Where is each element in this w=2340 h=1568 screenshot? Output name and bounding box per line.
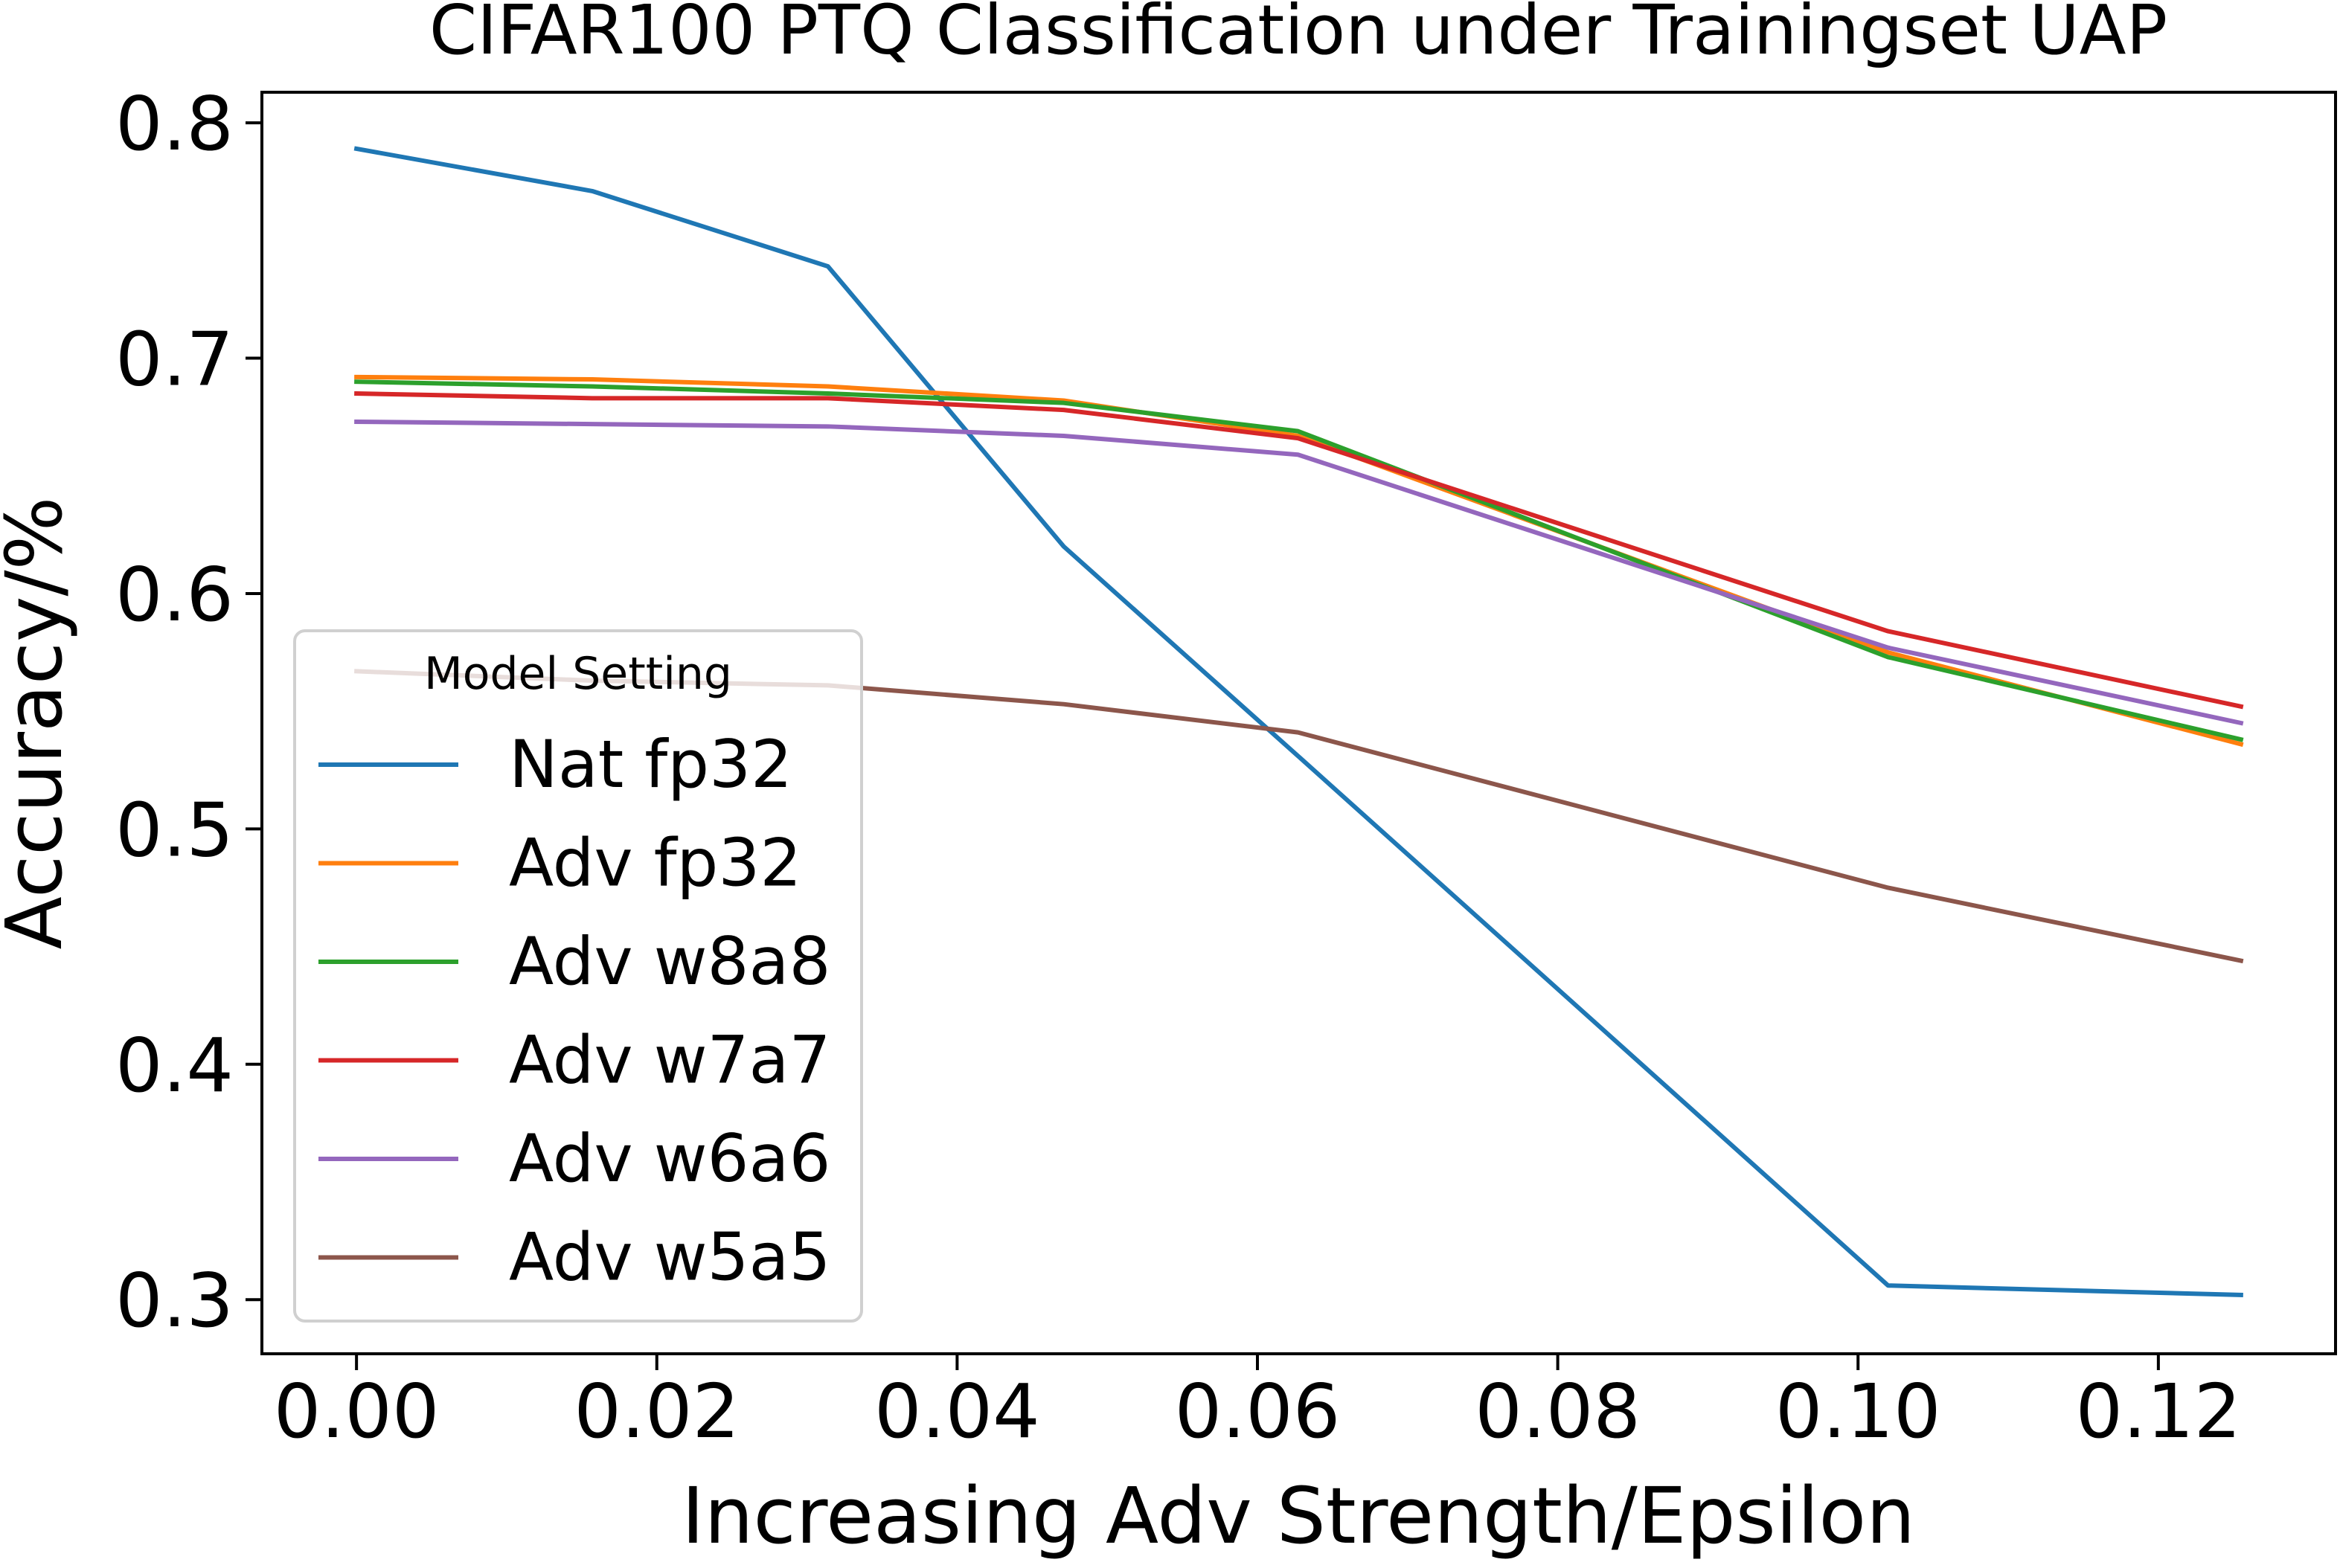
y-tick-label: 0.7 (115, 316, 234, 403)
legend-label: Adv w7a7 (509, 1022, 830, 1099)
y-tick-label: 0.8 (115, 80, 234, 167)
legend-entries: Nat fp32 Adv fp32 Adv w8a8 Adv w7a7 Adv w6a6… (318, 726, 830, 1296)
y-tick-label: 0.5 (115, 786, 234, 873)
legend-label: Nat fp32 (509, 726, 792, 803)
legend-label: Adv w6a6 (509, 1120, 830, 1197)
plot-frame (260, 91, 2337, 1355)
x-axis-label: Increasing Adv Strength/Epsilon (682, 1471, 1915, 1561)
legend-label: Adv w8a8 (509, 923, 830, 1000)
y-axis-label: Accuracy/% (0, 497, 80, 950)
x-tick-label: 0.00 (274, 1368, 440, 1455)
series-layer (353, 146, 2244, 1297)
legend-label: Adv w5a5 (509, 1219, 830, 1296)
series-line-adv-w6a6 (354, 419, 2244, 726)
x-tick-label: 0.08 (1475, 1368, 1641, 1455)
series-line-adv-fp32 (354, 374, 2244, 748)
plot-area (260, 91, 2337, 1355)
legend-title: Model Setting (424, 648, 732, 700)
x-tick-label: 0.12 (2076, 1368, 2242, 1455)
legend-frame (293, 629, 863, 1323)
x-tick-label: 0.06 (1175, 1368, 1341, 1455)
y-tick-label: 0.4 (115, 1022, 234, 1109)
x-tick-label: 0.04 (874, 1368, 1040, 1455)
y-tick-label: 0.3 (115, 1257, 234, 1344)
series-line-nat-fp32 (353, 146, 2243, 1297)
x-axis: 0.00 0.02 0.04 0.06 0.08 0.10 0.12 (274, 1354, 2241, 1455)
y-axis: 0.3 0.4 0.5 0.6 0.7 0.8 (115, 80, 262, 1344)
chart-title: CIFAR100 PTQ Classification under Traini… (429, 0, 2167, 70)
y-tick-label: 0.6 (115, 551, 234, 638)
series-line-adv-w8a8 (354, 379, 2244, 742)
legend: Model Setting Nat fp32 Adv fp32 Adv w8a8 Ad… (293, 629, 863, 1323)
series-line-adv-w7a7 (354, 391, 2244, 710)
x-tick-label: 0.02 (574, 1368, 740, 1455)
x-tick-label: 0.10 (1775, 1368, 1941, 1455)
legend-label: Adv fp32 (509, 825, 801, 902)
